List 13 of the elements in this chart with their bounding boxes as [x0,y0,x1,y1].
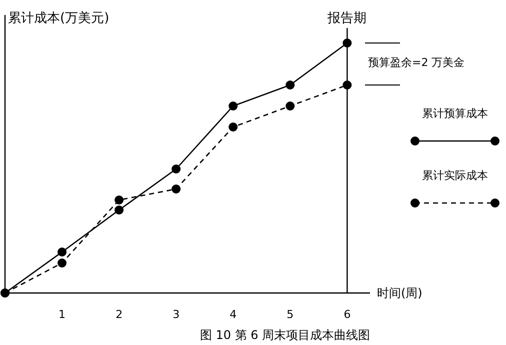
text: 图 10 第 6 周末项目成本曲线图 [200,328,370,342]
ref-line-label: 报告期 [326,11,367,26]
y-axis-title: 累计成本(万美元) [8,10,110,26]
x-tick-label: 1 [58,308,66,321]
x-tick-label: 5 [286,308,294,321]
text: 累计实际成本 [422,169,488,182]
annotation: 预算盈余=2 万美金 [368,56,465,69]
text: 累计预算成本 [422,107,488,120]
x-tick-label: 6 [344,308,351,321]
x-axis-title: 时间(周) [377,286,422,300]
x-tick-label: 4 [230,308,237,321]
x-tick-label: 2 [116,308,123,321]
x-tick-label: 3 [172,308,180,321]
